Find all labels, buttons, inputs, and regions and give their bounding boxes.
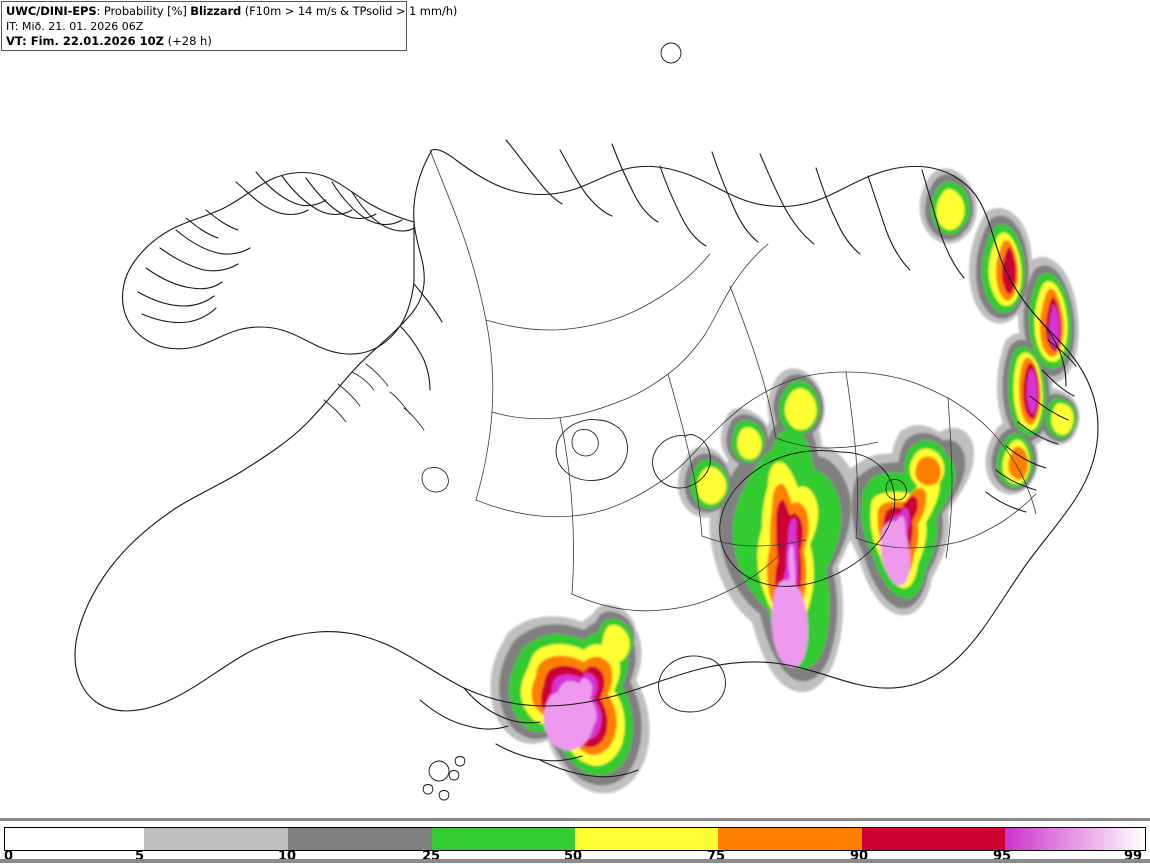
init-time: IT: Mið. 21. 01. 2026 06Z <box>6 20 144 33</box>
contour-southeast-core <box>880 521 911 586</box>
header-line-valid-time: VT: Fim. 22.01.2026 10Z (+28 h) <box>6 34 402 49</box>
quantity-label: Probability [%] <box>103 4 191 18</box>
colorbar-legend: 0 5 10 25 50 75 90 95 99 <box>0 818 1150 863</box>
probability-contour-field <box>490 168 1080 794</box>
colorbar-segment-5-10 <box>144 828 288 850</box>
coastline-layer <box>74 42 1099 801</box>
contour-southwest-core <box>543 692 594 751</box>
parameter-name: Blizzard <box>190 4 242 18</box>
colorbar-segment-25-50 <box>432 828 575 850</box>
colorbar-segment-10-25 <box>287 828 433 850</box>
contour-south-central-core <box>771 579 808 668</box>
colorbar-gradient <box>4 827 1146 851</box>
colorbar-segment-50-75 <box>574 828 719 850</box>
valid-time: Fim. 22.01.2026 10Z <box>30 34 164 48</box>
header-separator: : <box>96 4 104 18</box>
colorbar-segment-95-99 <box>1005 828 1145 850</box>
iceland-probability-map <box>74 42 1099 801</box>
header-line-title: UWC/DINI-EPS: Probability [%] Blizzard (… <box>6 4 457 19</box>
parameter-condition: (F10m > 14 m/s & TPsolid > 1 mm/h) <box>241 4 458 18</box>
valid-time-label: VT: <box>6 34 31 48</box>
colorbar-bottom-rule <box>0 859 1150 863</box>
header-line-init-time: IT: Mið. 21. 01. 2026 06Z <box>6 19 402 34</box>
model-name: UWC/DINI-EPS <box>6 4 97 18</box>
colorbar-tick-5: 5 <box>135 849 145 864</box>
colorbar-top-rule <box>0 818 1150 821</box>
colorbar-segment-0-5 <box>5 828 145 850</box>
map-canvas <box>74 42 1099 801</box>
lead-time: (+28 h) <box>163 34 212 48</box>
colorbar-segment-75-90 <box>718 828 862 850</box>
colorbar-tick-0: 0 <box>4 849 14 864</box>
colorbar-segment-90-95 <box>861 828 1006 850</box>
map-info-box: UWC/DINI-EPS: Probability [%] Blizzard (… <box>1 1 457 51</box>
